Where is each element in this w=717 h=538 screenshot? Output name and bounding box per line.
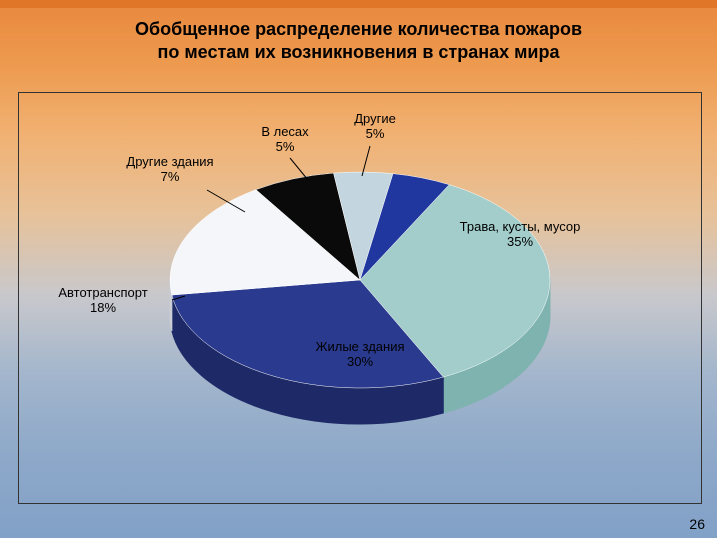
- slide: Обобщенное распределение количества пожа…: [0, 0, 717, 538]
- pie-chart: [0, 0, 717, 538]
- label-other-buildings: Другие здания 7%: [110, 155, 230, 185]
- label-auto: Автотранспорт 18%: [43, 286, 163, 316]
- label-residential: Жилые здания 30%: [290, 340, 430, 370]
- label-forest: В лесах 5%: [245, 125, 325, 155]
- label-grass: Трава, кусты, мусор 35%: [445, 220, 595, 250]
- label-other: Другие 5%: [335, 112, 415, 142]
- page-number: 26: [689, 516, 705, 532]
